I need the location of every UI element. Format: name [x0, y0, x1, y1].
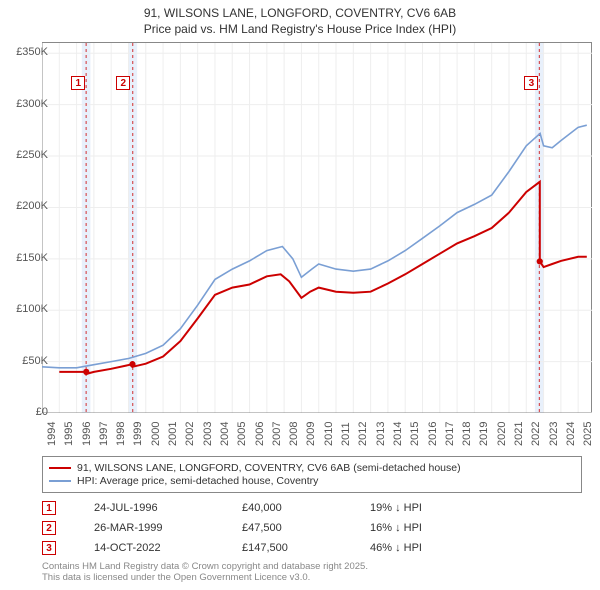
marker-box-2: 2: [42, 521, 56, 535]
footer-line2: This data is licensed under the Open Gov…: [42, 573, 368, 584]
chart-annotation-box: 1: [71, 76, 85, 90]
x-tick-label: 2000: [150, 422, 162, 446]
y-tick-label: £50K: [22, 355, 48, 367]
txn-date: 26-MAR-1999: [64, 522, 234, 534]
y-tick-label: £150K: [16, 252, 48, 264]
x-tick-label: 2018: [461, 422, 473, 446]
table-row: 2 26-MAR-1999 £47,500 16% ↓ HPI: [42, 518, 582, 538]
table-row: 3 14-OCT-2022 £147,500 46% ↓ HPI: [42, 538, 582, 558]
x-tick-label: 2020: [496, 422, 508, 446]
x-tick-label: 2014: [392, 422, 404, 446]
x-tick-label: 2003: [202, 422, 214, 446]
y-tick-label: £200K: [16, 200, 48, 212]
x-tick-label: 2001: [167, 422, 179, 446]
txn-diff: 16% ↓ HPI: [370, 522, 582, 534]
x-tick-label: 2021: [513, 422, 525, 446]
txn-diff: 46% ↓ HPI: [370, 542, 582, 554]
x-tick-label: 2008: [288, 422, 300, 446]
y-tick-label: £250K: [16, 149, 48, 161]
x-tick-label: 1995: [63, 422, 75, 446]
legend-label: 91, WILSONS LANE, LONGFORD, COVENTRY, CV…: [77, 462, 461, 474]
txn-price: £47,500: [242, 522, 362, 534]
x-tick-label: 1996: [81, 422, 93, 446]
txn-date: 14-OCT-2022: [64, 542, 234, 554]
legend-swatch-blue: [49, 480, 71, 482]
txn-diff: 19% ↓ HPI: [370, 502, 582, 514]
x-tick-label: 2025: [582, 422, 594, 446]
x-tick-label: 1994: [46, 422, 58, 446]
title-line2: Price paid vs. HM Land Registry's House …: [0, 22, 600, 38]
x-tick-label: 2024: [565, 422, 577, 446]
y-tick-label: £100K: [16, 303, 48, 315]
y-tick-label: £350K: [16, 46, 48, 58]
chart-svg: [42, 43, 592, 413]
x-tick-label: 2013: [375, 422, 387, 446]
y-tick-label: £300K: [16, 98, 48, 110]
x-tick-label: 2005: [236, 422, 248, 446]
legend-swatch-red: [49, 467, 71, 469]
x-tick-label: 1998: [115, 422, 127, 446]
legend-label: HPI: Average price, semi-detached house,…: [77, 475, 318, 487]
x-tick-label: 1999: [132, 422, 144, 446]
txn-price: £40,000: [242, 502, 362, 514]
y-tick-label: £0: [36, 406, 48, 418]
txn-price: £147,500: [242, 542, 362, 554]
chart-title: 91, WILSONS LANE, LONGFORD, COVENTRY, CV…: [0, 0, 600, 37]
x-tick-label: 2009: [305, 422, 317, 446]
x-tick-label: 2004: [219, 422, 231, 446]
x-tick-label: 2023: [548, 422, 560, 446]
x-tick-label: 1997: [98, 422, 110, 446]
chart-annotation-box: 2: [116, 76, 130, 90]
chart-plot-area: [42, 42, 592, 412]
x-tick-label: 2011: [340, 422, 352, 446]
chart-annotation-box: 3: [524, 76, 538, 90]
table-row: 1 24-JUL-1996 £40,000 19% ↓ HPI: [42, 498, 582, 518]
x-tick-label: 2015: [409, 422, 421, 446]
x-tick-label: 2010: [323, 422, 335, 446]
x-tick-label: 2016: [427, 422, 439, 446]
x-tick-label: 2022: [530, 422, 542, 446]
txn-date: 24-JUL-1996: [64, 502, 234, 514]
legend: 91, WILSONS LANE, LONGFORD, COVENTRY, CV…: [42, 456, 582, 493]
attribution-footer: Contains HM Land Registry data © Crown c…: [42, 562, 368, 584]
x-tick-label: 2006: [254, 422, 266, 446]
x-tick-label: 2019: [478, 422, 490, 446]
x-tick-label: 2017: [444, 422, 456, 446]
legend-item-hpi: HPI: Average price, semi-detached house,…: [49, 475, 575, 487]
marker-box-3: 3: [42, 541, 56, 555]
title-line1: 91, WILSONS LANE, LONGFORD, COVENTRY, CV…: [0, 6, 600, 22]
x-tick-label: 2007: [271, 422, 283, 446]
x-tick-label: 2002: [184, 422, 196, 446]
legend-item-price-paid: 91, WILSONS LANE, LONGFORD, COVENTRY, CV…: [49, 462, 575, 474]
x-tick-label: 2012: [357, 422, 369, 446]
marker-box-1: 1: [42, 501, 56, 515]
transactions-table: 1 24-JUL-1996 £40,000 19% ↓ HPI 2 26-MAR…: [42, 498, 582, 558]
